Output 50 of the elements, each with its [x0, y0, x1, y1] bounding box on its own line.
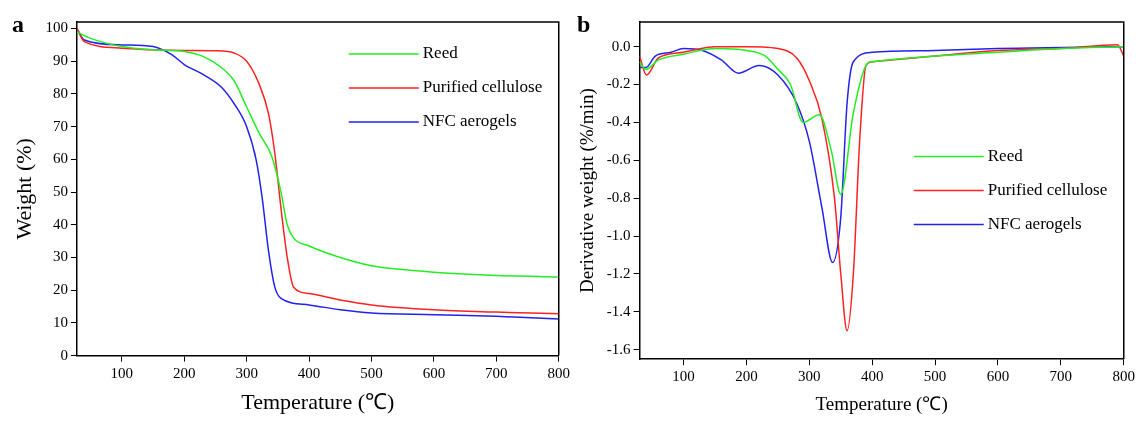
y-tick-label: -1.0 [606, 227, 631, 243]
x-tick-label: 200 [735, 368, 758, 385]
x-tick-label: 500 [360, 364, 383, 381]
y-tick-label: -0.8 [606, 189, 631, 206]
x-tick-label: 600 [422, 364, 446, 381]
line-series [639, 43, 1124, 332]
x-axis-title: Temperature (℃) [815, 392, 948, 415]
y-tick-label: -0.2 [606, 75, 631, 92]
x-tick-label: 400 [297, 364, 321, 381]
chart-title: a [12, 11, 24, 38]
legend-label: NFC aerogels [987, 214, 1082, 234]
x-tick-label: 200 [173, 364, 196, 381]
y-tick-label: -0.6 [606, 151, 632, 168]
line-series [639, 45, 1124, 196]
y-tick-label: 50 [52, 183, 68, 200]
x-tick-label: 500 [923, 368, 947, 385]
y-tick-label: 90 [52, 52, 68, 69]
x-tick-label: 700 [485, 364, 508, 381]
x-tick-label: 100 [672, 368, 695, 385]
y-tick-label: 40 [52, 215, 68, 232]
x-tick-label: 400 [860, 368, 884, 385]
y-axis-title: Derivative weight (%/min) [576, 88, 599, 293]
y-tick-label: 80 [52, 84, 68, 101]
legend-label: Reed [422, 43, 459, 63]
x-tick-label: 600 [986, 368, 1010, 385]
chart-title: b [577, 11, 591, 38]
y-tick-label: 100 [45, 19, 68, 36]
y-tick-label: -1.4 [606, 302, 632, 319]
x-tick-label: 700 [1049, 368, 1073, 385]
y-tick-label: -0.4 [606, 113, 632, 130]
legend-label: NFC aerogels [422, 111, 517, 131]
y-tick-label: 0 [60, 346, 68, 363]
y-tick-label: 0.0 [611, 37, 631, 54]
legend-label: Purified cellulose [987, 180, 1108, 200]
x-tick-label: 800 [547, 364, 570, 381]
x-axis-title: Temperature (℃) [241, 388, 395, 414]
y-tick-label: 70 [52, 117, 68, 134]
legend-label: Reed [987, 146, 1024, 166]
legend-label: Purified cellulose [422, 77, 543, 97]
y-tick-label: 10 [52, 313, 68, 330]
x-tick-label: 300 [235, 364, 258, 381]
y-axis-title: Weight (%) [10, 138, 36, 240]
y-tick-label: 30 [52, 248, 68, 265]
x-tick-label: 300 [798, 368, 821, 385]
y-tick-label: -1.6 [606, 340, 632, 357]
y-tick-label: 60 [52, 150, 68, 167]
y-tick-label: 20 [52, 281, 68, 298]
x-tick-label: 100 [110, 364, 134, 381]
y-tick-label: -1.2 [606, 264, 631, 281]
x-tick-label: 800 [1112, 368, 1135, 385]
